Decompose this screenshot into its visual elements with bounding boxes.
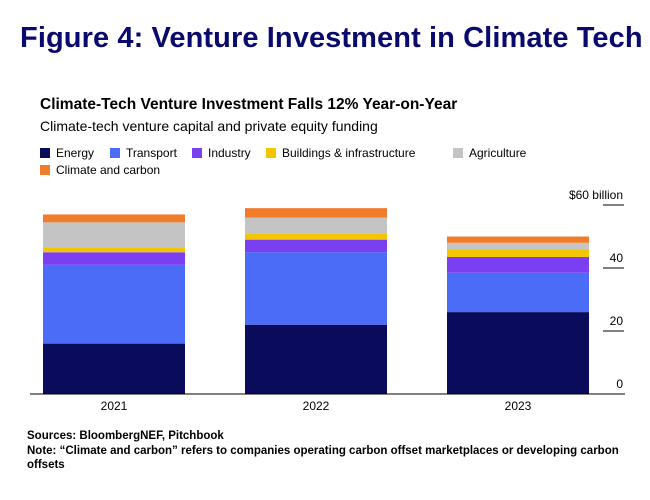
sources-text: Sources: BloombergNEF, Pitchbook [27, 430, 224, 442]
chart-title: Climate-Tech Venture Investment Falls 12… [40, 96, 458, 113]
x-tick-label-2023: 2023 [505, 399, 532, 413]
bar-segment-2021-buildings-infrastructure [43, 247, 185, 253]
chart-subtitle: Climate-tech venture capital and private… [40, 118, 378, 134]
bar-segment-2022-energy [245, 324, 387, 394]
legend-label-transport: Transport [126, 146, 177, 160]
legend-label-industry: Industry [208, 146, 251, 160]
bar-segment-2023-agriculture [447, 242, 589, 250]
bar-segment-2022-agriculture [245, 217, 387, 234]
bar-segment-2023-buildings-infrastructure [447, 249, 589, 257]
bar-segment-2023-climate-and-carbon [447, 236, 589, 243]
note-text: Note: “Climate and carbon” refers to com… [27, 444, 619, 472]
legend-label-agriculture: Agriculture [469, 146, 527, 160]
bar-segment-2022-industry [245, 239, 387, 253]
legend-swatch-climate-carbon [40, 165, 50, 175]
y-tick-label-60: $60 billion [569, 188, 623, 202]
figure-title: Figure 4: Venture Investment in Climate … [20, 22, 643, 54]
legend-item-agriculture: Agriculture [453, 146, 526, 160]
legend-label-buildings: Buildings & infrastructure [282, 146, 416, 160]
legend-item-buildings: Buildings & infrastructure [266, 146, 415, 160]
bar-segment-2021-agriculture [43, 222, 185, 248]
legend-swatch-transport [110, 148, 120, 158]
legend-label-energy: Energy [56, 146, 95, 160]
y-tick-label-0: 0 [616, 377, 623, 391]
x-tick-label-2022: 2022 [303, 399, 330, 413]
legend-label-climate-carbon: Climate and carbon [56, 163, 161, 177]
legend-item-climate-carbon: Climate and carbon [40, 163, 160, 177]
bar-segment-2022-buildings-infrastructure [245, 233, 387, 240]
y-tick-label-20: 20 [610, 314, 624, 328]
chart-footer: Sources: BloombergNEF, Pitchbook Note: “… [27, 429, 627, 473]
bar-segment-2022-climate-and-carbon [245, 208, 387, 218]
legend-item-energy: Energy [40, 146, 94, 160]
legend-swatch-buildings [266, 148, 276, 158]
legend-swatch-energy [40, 148, 50, 158]
bar-segment-2023-industry [447, 256, 589, 273]
stacked-bar-chart: 2021 2022 2023 $60 billion 40 20 0 [30, 188, 625, 413]
legend-item-industry: Industry [192, 146, 251, 160]
legend-item-transport: Transport [110, 146, 177, 160]
bar-segment-2022-transport [245, 252, 387, 325]
bar-segment-2021-climate-and-carbon [43, 214, 185, 223]
bar-segment-2021-energy [43, 343, 185, 394]
bar-segment-2021-industry [43, 252, 185, 265]
legend-swatch-agriculture [453, 148, 463, 158]
bar-segment-2021-transport [43, 264, 185, 344]
bar-segment-2023-transport [447, 272, 589, 313]
legend-swatch-industry [192, 148, 202, 158]
bar-segment-2023-energy [447, 312, 589, 394]
y-tick-label-40: 40 [610, 251, 624, 265]
x-tick-label-2021: 2021 [101, 399, 128, 413]
